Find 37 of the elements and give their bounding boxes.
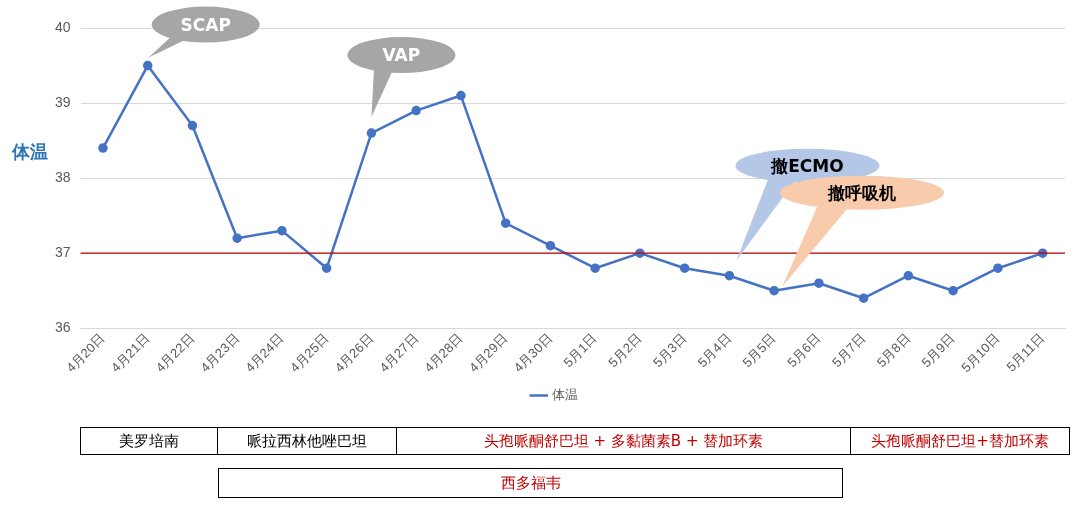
legend-label: 体温: [551, 387, 578, 403]
x-tick-label: 4月27日: [376, 330, 421, 376]
x-tick-label: 5月11日: [1003, 330, 1048, 375]
y-tick-label: 40: [54, 18, 71, 35]
annotation: SCAP: [180, 14, 231, 35]
y-tick-label: 37: [54, 244, 71, 261]
annotation: 撤ECMO: [771, 154, 844, 178]
x-tick-label: 5月8日: [873, 330, 914, 371]
text: 头孢哌酮舒巴坦+替加环素: [851, 427, 1070, 455]
annotation: 撤呼吸机: [828, 181, 897, 205]
x-tick-label: 4月21日: [108, 330, 153, 376]
x-tick-label: 5月9日: [918, 330, 958, 371]
x-tick-label: 4月28日: [421, 330, 466, 376]
x-tick-label: 5月4日: [694, 330, 735, 371]
x-tick-label: 5月3日: [650, 330, 690, 371]
x-tick-label: 5月5日: [739, 330, 779, 371]
y-tick-label: 39: [54, 93, 71, 110]
x-tick-label: 4月23日: [197, 330, 242, 376]
x-tick-label: 4月24日: [242, 330, 287, 376]
x-tick-label: 4月25日: [286, 330, 332, 376]
y-tick-label: 36: [54, 319, 71, 336]
x-tick-label: 5月7日: [829, 330, 869, 371]
x-tick-label: 4月22日: [152, 330, 198, 376]
y-tick-label: 38: [54, 168, 71, 185]
annotation: VAP: [382, 45, 421, 66]
x-tick-label: 5月1日: [560, 330, 600, 371]
x-tick-label: 4月29日: [465, 330, 511, 376]
x-tick-label: 5月2日: [605, 330, 645, 371]
text: 西多福韦: [218, 468, 843, 498]
x-tick-label: 5月6日: [784, 330, 824, 371]
x-tick-label: 4月26日: [331, 330, 377, 376]
y-axis-title: 体温: [11, 140, 48, 162]
text: 美罗培南: [80, 427, 218, 455]
x-tick-label: 5月10日: [958, 330, 1003, 376]
text: 哌拉西林他唑巴坦: [218, 427, 397, 455]
x-tick-label: 4月30日: [510, 330, 556, 376]
text: 头孢哌酮舒巴坦 + 多黏菌素B + 替加环素: [397, 427, 851, 455]
